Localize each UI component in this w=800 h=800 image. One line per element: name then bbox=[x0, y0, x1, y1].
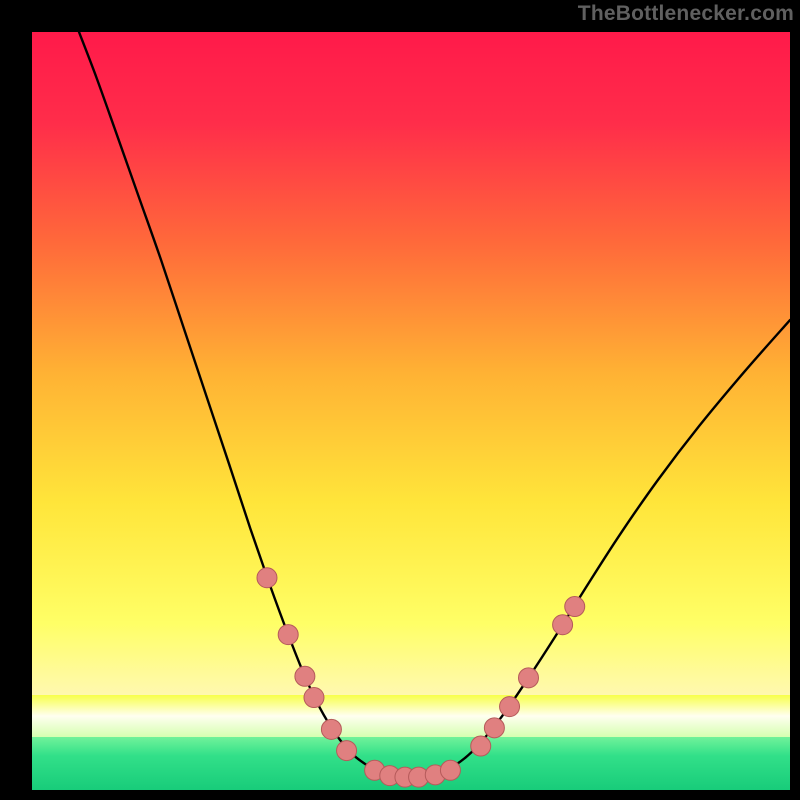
chart-root: TheBottlenecker.com bbox=[0, 0, 800, 800]
watermark-text: TheBottlenecker.com bbox=[578, 2, 794, 26]
plot-area bbox=[32, 32, 790, 790]
optimal-green-band bbox=[32, 737, 790, 790]
pale-transition-band bbox=[32, 695, 790, 737]
heat-gradient-background bbox=[32, 32, 790, 790]
